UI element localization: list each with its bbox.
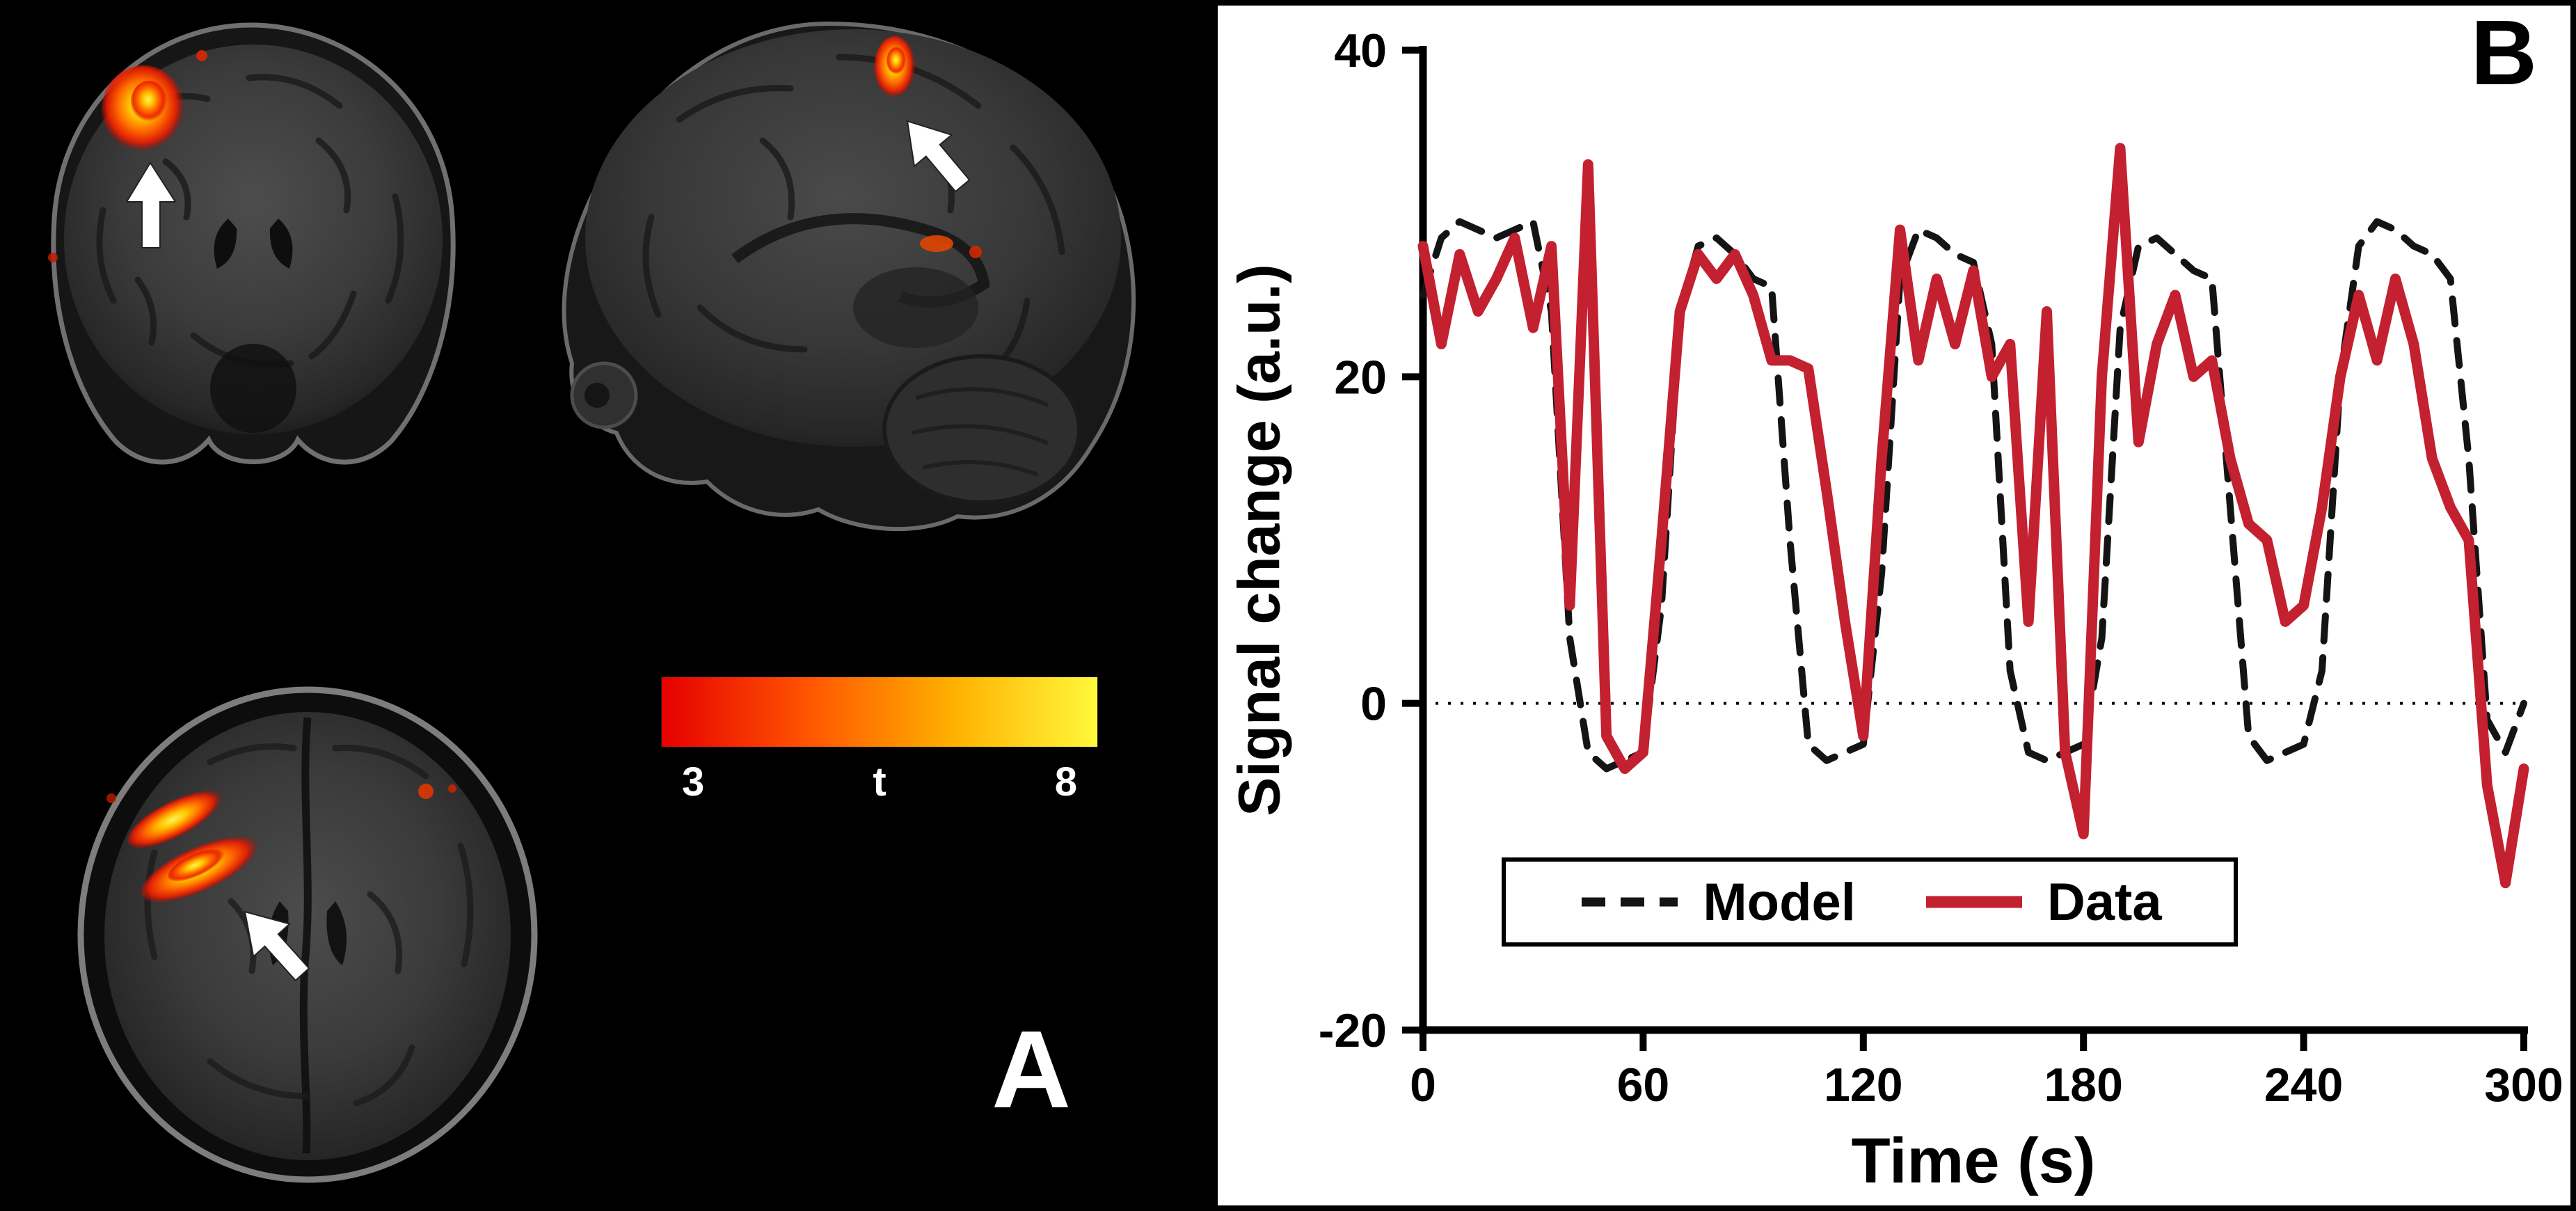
x-tick-label: 120 — [1824, 1059, 1902, 1111]
axial-midline-fissure — [299, 717, 312, 1154]
colorbar-max-label: 8 — [1054, 759, 1077, 805]
white-arrow-icon — [906, 120, 971, 193]
panel-b-letter: B — [2470, 1, 2537, 104]
activation-speck — [418, 784, 434, 799]
colorbar: 3 t 8 — [661, 676, 1098, 805]
signal-change-chart: -20 0 20 40 0 60 120 180 240 300 — [1319, 24, 2563, 1111]
sagittal-cerebellum — [882, 354, 1081, 505]
legend-item-data: Data — [1922, 872, 2162, 933]
panel-b: -20 0 20 40 0 60 120 180 240 300 Signal change (a… — [1218, 6, 2570, 1205]
white-arrow-icon — [125, 161, 177, 248]
coronal-brainstem — [210, 344, 296, 433]
panel-a: 3 t 8 A — [0, 0, 1218, 1211]
x-tick-label: 60 — [1617, 1059, 1670, 1111]
sagittal-sulci — [642, 54, 1065, 381]
coronal-ventricles — [214, 219, 293, 269]
x-tick-label: 240 — [2264, 1059, 2343, 1111]
y-tick-label: 40 — [1334, 24, 1387, 77]
axial-ventricles — [268, 901, 347, 965]
colorbar-min-label: 3 — [682, 759, 705, 805]
activation-core-axial — [168, 848, 225, 882]
x-axis-title: Time (s) — [1851, 1125, 2096, 1196]
axial-sulci — [144, 743, 474, 1107]
series-line-data — [1417, 143, 2529, 889]
x-tick-label: 300 — [2484, 1059, 2563, 1111]
x-tick-label: 180 — [2044, 1059, 2122, 1111]
y-tick-label: -20 — [1319, 1004, 1387, 1057]
x-tick-label: 0 — [1410, 1059, 1436, 1111]
model-line-swatch — [1582, 897, 1678, 907]
activation-speck — [969, 246, 982, 258]
axial-brain-slice — [77, 686, 538, 1183]
colorbar-gradient — [661, 676, 1098, 747]
activation-speck — [48, 253, 58, 262]
activation-core-coronal — [131, 81, 167, 122]
white-arrow-icon — [244, 910, 310, 982]
chart-legend: Model Data — [1502, 857, 2238, 947]
colorbar-labels: 3 t 8 — [661, 759, 1098, 805]
legend-label-model: Model — [1703, 872, 1856, 932]
activation-speck — [920, 235, 953, 252]
y-axis-title: Signal change (a.u.) — [1226, 264, 1292, 816]
y-tick-label: 20 — [1334, 351, 1387, 404]
y-tick-label: 0 — [1360, 678, 1387, 731]
panel-a-letter: A — [992, 1008, 1072, 1131]
colorbar-stat-label: t — [873, 759, 887, 805]
activation-core-sagittal — [887, 47, 906, 75]
sagittal-brain-tissue — [585, 29, 1121, 447]
sagittal-brain-slice — [562, 21, 1136, 532]
sagittal-thalamus — [853, 267, 978, 348]
data-line-swatch — [1925, 896, 2022, 908]
activation-speck — [106, 793, 116, 803]
sagittal-eye-lens — [585, 383, 610, 408]
sagittal-cerebellum-folia — [912, 387, 1049, 477]
activation-blob-axial-upper — [127, 790, 223, 848]
legend-item-model: Model — [1577, 872, 1856, 933]
coronal-brain-slice — [48, 22, 456, 465]
legend-label-data: Data — [2046, 872, 2162, 932]
activation-speck — [196, 50, 207, 61]
activation-speck — [448, 784, 456, 793]
